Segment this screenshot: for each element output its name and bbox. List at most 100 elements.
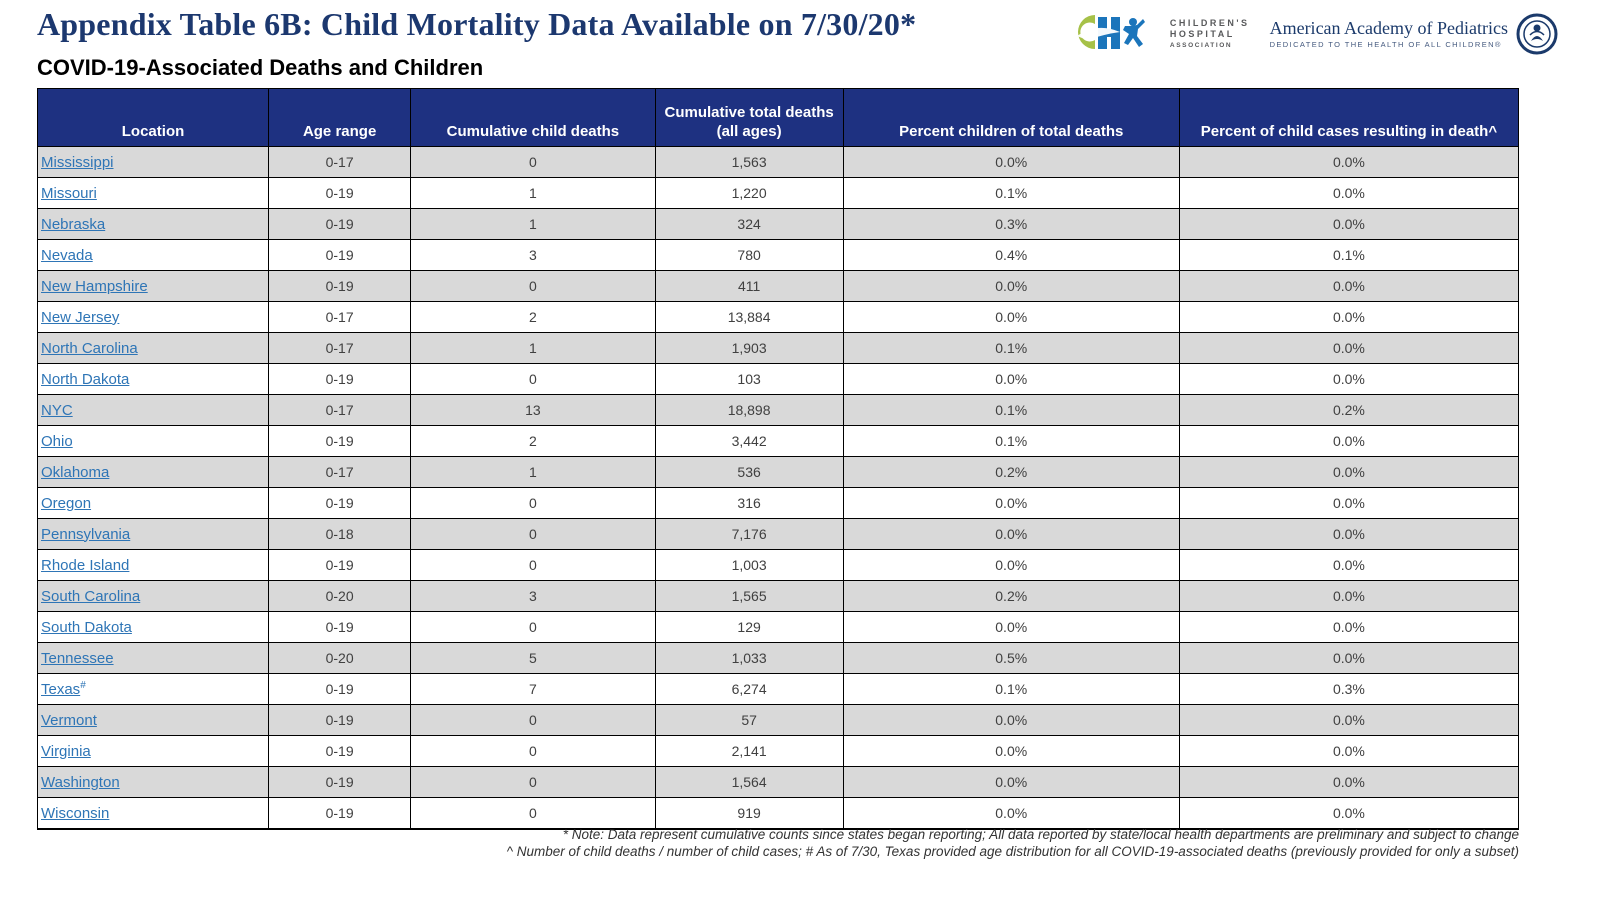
state-link[interactable]: Vermont [41, 711, 97, 729]
table-row: South Carolina 0-20 3 1,565 0.2% 0.0% [36, 580, 1520, 612]
table-row: Rhode Island 0-19 0 1,003 0.0% 0.0% [36, 549, 1520, 581]
location-cell: Ohio [36, 425, 270, 457]
cumulative-child-deaths-cell: 0 [410, 766, 656, 798]
age-range-cell: 0-19 [268, 239, 412, 271]
percent-child-cases-cell: 0.0% [1178, 642, 1520, 674]
state-link[interactable]: Virginia [41, 742, 91, 760]
cumulative-child-deaths-cell: 0 [410, 146, 656, 178]
percent-child-cases-cell: 0.0% [1178, 425, 1520, 457]
state-link[interactable]: Tennessee [41, 649, 114, 667]
table-row: Pennsylvania 0-18 0 7,176 0.0% 0.0% [36, 518, 1520, 550]
column-header-percent-child-cases: Percent of child cases resulting in deat… [1178, 88, 1520, 147]
state-link[interactable]: North Dakota [41, 370, 130, 388]
percent-children-cell: 0.1% [842, 177, 1180, 209]
location-cell: Oregon [36, 487, 270, 519]
percent-child-cases-cell: 0.0% [1178, 487, 1520, 519]
age-range-cell: 0-19 [268, 704, 412, 736]
page-title: Appendix Table 6B: Child Mortality Data … [37, 6, 917, 42]
state-link[interactable]: Missouri [41, 184, 97, 202]
cumulative-child-deaths-cell: 2 [410, 301, 656, 333]
table-row: Oregon 0-19 0 316 0.0% 0.0% [36, 487, 1520, 519]
state-link[interactable]: Nebraska [41, 215, 106, 233]
state-link[interactable]: South Carolina [41, 587, 141, 605]
column-header-cumulative-child-deaths: Cumulative child deaths [410, 88, 656, 147]
cumulative-total-deaths-cell: 536 [654, 456, 844, 488]
state-link[interactable]: Pennsylvania [41, 525, 131, 543]
cumulative-total-deaths-cell: 316 [654, 487, 844, 519]
state-link[interactable]: New Hampshire [41, 277, 148, 295]
state-link[interactable]: North Carolina [41, 339, 138, 357]
cumulative-child-deaths-cell: 3 [410, 239, 656, 271]
location-cell: Texas# [36, 673, 270, 705]
cumulative-child-deaths-cell: 0 [410, 518, 656, 550]
age-range-cell: 0-19 [268, 177, 412, 209]
cumulative-total-deaths-cell: 3,442 [654, 425, 844, 457]
cumulative-total-deaths-cell: 2,141 [654, 735, 844, 767]
location-cell: Nebraska [36, 208, 270, 240]
state-link[interactable]: Nevada [41, 246, 93, 264]
state-link[interactable]: NYC [41, 401, 73, 419]
percent-children-cell: 0.1% [842, 394, 1180, 426]
percent-children-cell: 0.1% [842, 425, 1180, 457]
cumulative-total-deaths-cell: 129 [654, 611, 844, 643]
age-range-cell: 0-19 [268, 549, 412, 581]
percent-child-cases-cell: 0.0% [1178, 177, 1520, 209]
cumulative-child-deaths-cell: 13 [410, 394, 656, 426]
percent-children-cell: 0.0% [842, 518, 1180, 550]
percent-children-cell: 0.0% [842, 704, 1180, 736]
state-link[interactable]: Texas# [41, 680, 86, 698]
location-cell: NYC [36, 394, 270, 426]
location-cell: Pennsylvania [36, 518, 270, 550]
table-row: NYC 0-17 13 18,898 0.1% 0.2% [36, 394, 1520, 426]
percent-children-cell: 0.0% [842, 766, 1180, 798]
table-row: Ohio 0-19 2 3,442 0.1% 0.0% [36, 425, 1520, 457]
aap-logo-text: American Academy of Pediatrics DEDICATED… [1270, 19, 1508, 49]
percent-child-cases-cell: 0.0% [1178, 208, 1520, 240]
state-link[interactable]: Wisconsin [41, 804, 110, 822]
state-link[interactable]: Oregon [41, 494, 92, 512]
state-link[interactable]: New Jersey [41, 308, 120, 326]
table-row: Missouri 0-19 1 1,220 0.1% 0.0% [36, 177, 1520, 209]
percent-children-cell: 0.0% [842, 363, 1180, 395]
cha-logo-text: CHILDREN'S HOSPITAL ASSOCIATION [1170, 18, 1250, 51]
state-link[interactable]: Mississippi [41, 153, 114, 171]
location-cell: Tennessee [36, 642, 270, 674]
aap-seal-icon [1516, 13, 1558, 55]
cumulative-total-deaths-cell: 6,274 [654, 673, 844, 705]
cumulative-child-deaths-cell: 0 [410, 363, 656, 395]
percent-child-cases-cell: 0.2% [1178, 394, 1520, 426]
cumulative-total-deaths-cell: 13,884 [654, 301, 844, 333]
table-row: Nebraska 0-19 1 324 0.3% 0.0% [36, 208, 1520, 240]
table-row: New Hampshire 0-19 0 411 0.0% 0.0% [36, 270, 1520, 302]
footnote-marker: # [80, 680, 86, 691]
cumulative-total-deaths-cell: 1,563 [654, 146, 844, 178]
percent-children-cell: 0.0% [842, 797, 1180, 830]
aap-tagline: DEDICATED TO THE HEALTH OF ALL CHILDREN® [1269, 40, 1502, 49]
table-row: New Jersey 0-17 2 13,884 0.0% 0.0% [36, 301, 1520, 333]
state-link[interactable]: South Dakota [41, 618, 132, 636]
age-range-cell: 0-17 [268, 394, 412, 426]
cumulative-total-deaths-cell: 780 [654, 239, 844, 271]
age-range-cell: 0-19 [268, 766, 412, 798]
percent-children-cell: 0.5% [842, 642, 1180, 674]
age-range-cell: 0-19 [268, 797, 412, 830]
footnote-line-1: * Note: Data represent cumulative counts… [562, 827, 1519, 842]
table-header: Location Age range Cumulative child deat… [36, 88, 1520, 147]
percent-child-cases-cell: 0.0% [1178, 363, 1520, 395]
cumulative-total-deaths-cell: 1,220 [654, 177, 844, 209]
table-row: Virginia 0-19 0 2,141 0.0% 0.0% [36, 735, 1520, 767]
table-row: Wisconsin 0-19 0 919 0.0% 0.0% [36, 797, 1520, 830]
table-row: Vermont 0-19 0 57 0.0% 0.0% [36, 704, 1520, 736]
percent-child-cases-cell: 0.3% [1178, 673, 1520, 705]
cumulative-total-deaths-cell: 1,564 [654, 766, 844, 798]
percent-child-cases-cell: 0.0% [1178, 704, 1520, 736]
state-link[interactable]: Washington [41, 773, 120, 791]
percent-child-cases-cell: 0.0% [1178, 456, 1520, 488]
cumulative-total-deaths-cell: 919 [654, 797, 844, 830]
state-link[interactable]: Ohio [41, 432, 73, 450]
cha-text-line1: CHILDREN'S [1169, 17, 1250, 28]
state-link[interactable]: Oklahoma [41, 463, 110, 481]
age-range-cell: 0-20 [268, 580, 412, 612]
state-link[interactable]: Rhode Island [41, 556, 130, 574]
percent-children-cell: 0.0% [842, 487, 1180, 519]
